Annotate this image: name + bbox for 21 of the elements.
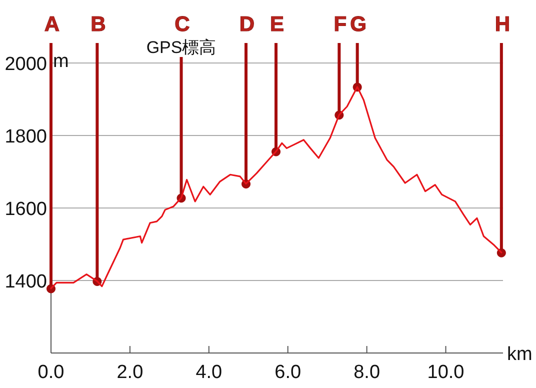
x-tick-label: 6.0 [274,362,302,383]
x-axis-title: km [507,344,532,365]
annotation: A [44,13,60,36]
y-tick-label: 2000 [4,54,47,75]
annotation: D [239,13,255,36]
line-series [50,86,502,290]
annotation: F [334,13,347,36]
x-tick-label: 8.0 [354,362,380,383]
x-tick-label: 2.0 [116,362,144,383]
annotation: G [350,13,367,36]
annotation: E [270,13,284,36]
x-tick-label: 10.0 [427,362,464,383]
y-tick-label: 1600 [4,199,47,220]
x-tick-label: 0.0 [38,362,64,383]
annotation: C [174,13,190,36]
x-tick-label: 4.0 [196,362,222,383]
y-tick-label: 1800 [4,126,47,148]
y-tick-label: 1400 [4,272,47,292]
chart-title: GPS標高 [146,38,216,57]
annotation: B [90,13,106,36]
annotation: H [494,13,510,36]
